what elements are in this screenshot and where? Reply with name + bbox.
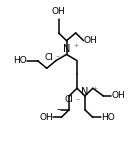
Text: OH: OH [111, 91, 125, 100]
Text: HO: HO [101, 113, 115, 122]
Text: OH: OH [40, 113, 53, 122]
Text: +: + [74, 42, 79, 48]
Text: ⁻: ⁻ [76, 96, 80, 105]
Text: –: – [57, 105, 61, 114]
Text: N: N [81, 87, 89, 97]
Text: Cl: Cl [65, 95, 74, 104]
Text: ⁻: ⁻ [55, 54, 59, 63]
Text: OH: OH [52, 7, 65, 16]
Text: +: + [92, 86, 97, 91]
Text: HO: HO [13, 56, 27, 65]
Text: Cl: Cl [44, 53, 53, 62]
Text: N: N [63, 44, 70, 54]
Text: OH: OH [84, 36, 97, 45]
